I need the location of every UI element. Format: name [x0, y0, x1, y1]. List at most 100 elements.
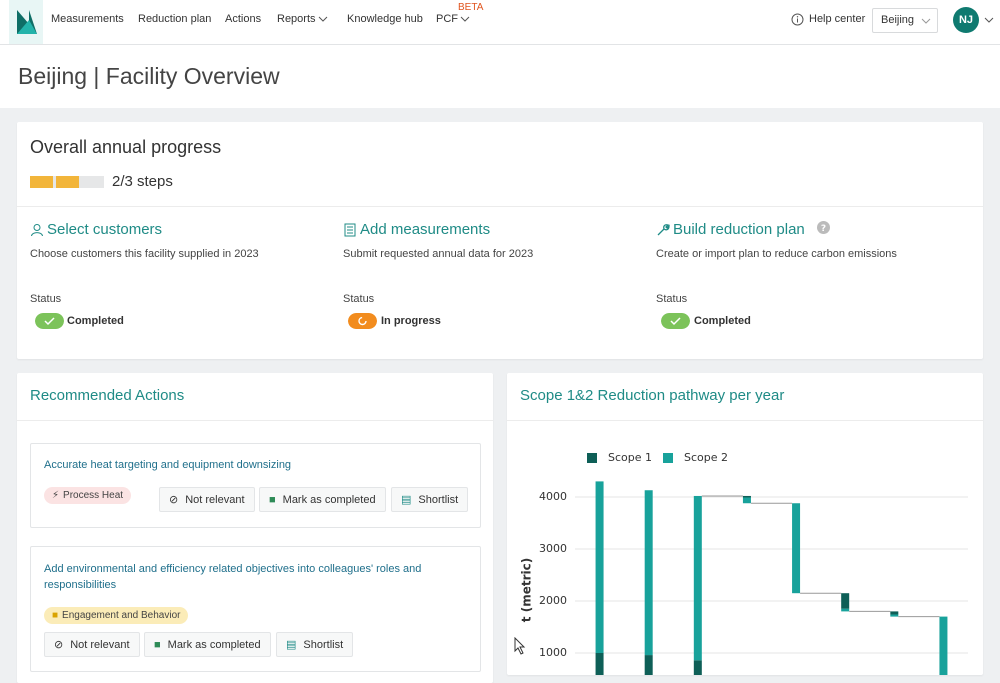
- nav-link[interactable]: Measurements: [51, 13, 124, 25]
- status-progress-icon: [348, 313, 377, 329]
- bar-segment: [890, 614, 899, 617]
- step-description: Choose customers this facility supplied …: [30, 248, 259, 260]
- tag-icon: ■: [52, 610, 59, 621]
- y-tick-label: 3000: [539, 542, 567, 555]
- progress-bar: [30, 176, 104, 188]
- button[interactable]: ▤ Shortlist: [391, 487, 469, 512]
- nav-link[interactable]: Reduction plan: [138, 13, 212, 25]
- button-label: Shortlist: [303, 638, 344, 651]
- y-tick-label: 4000: [539, 490, 567, 503]
- progress-segment: [30, 176, 53, 188]
- divider: [507, 420, 983, 421]
- y-tick-label: 1000: [539, 646, 567, 659]
- bar-segment: [841, 608, 850, 612]
- tag-label: Engagement and Behavior: [62, 610, 181, 621]
- bar-segment: [644, 490, 653, 656]
- status-text: Completed: [694, 315, 751, 327]
- status-completed-icon: [35, 313, 64, 329]
- chevron: [921, 18, 931, 24]
- button-label: Mark as completed: [167, 638, 261, 651]
- y-tick-label: 2000: [539, 594, 567, 607]
- progress-card: Overall annual progress 2/3 steps Select…: [17, 122, 983, 359]
- step-title[interactable]: Build reduction plan: [673, 221, 805, 238]
- action-item: Add environmental and efficiency related…: [30, 546, 481, 672]
- button[interactable]: ■ Mark as completed: [259, 487, 386, 512]
- icon: ▤: [286, 639, 297, 651]
- bar-segment: [742, 495, 751, 498]
- avatar[interactable]: NJ: [953, 7, 979, 33]
- steps-label: 2/3 steps: [112, 173, 173, 190]
- legend-label: Scope 2: [684, 451, 728, 464]
- tag: ⚡ Process Heat: [44, 487, 132, 504]
- status-label: Status: [343, 293, 375, 305]
- bar-segment: [644, 655, 653, 675]
- location-value: Beijing: [881, 14, 915, 26]
- top-nav: Measurements Reduction plan Actions Repo…: [0, 0, 1000, 45]
- icon: ⊘: [169, 494, 179, 506]
- bar-segment: [595, 481, 604, 653]
- bar-segment: [841, 593, 850, 609]
- chart: t (metric) 1000 2000 3000 4000 Scope 1 Scope …: [520, 451, 968, 675]
- button[interactable]: ■ Mark as completed: [144, 632, 271, 657]
- beta-badge: BETA: [458, 2, 484, 13]
- status-label: Status: [30, 293, 62, 305]
- step-description: Create or import plan to reduce carbon e…: [656, 248, 897, 260]
- logo[interactable]: [9, 0, 43, 44]
- button-label: Shortlist: [418, 493, 459, 506]
- actions-card: Recommended Actions Accurate heat target…: [17, 373, 493, 683]
- tag-icon: ⚡: [52, 490, 60, 501]
- bar-segment: [693, 660, 702, 675]
- action-title[interactable]: Accurate heat targeting and equipment do…: [44, 459, 292, 471]
- chevron: [984, 17, 994, 23]
- user-icon: [31, 224, 43, 237]
- bar-segment: [890, 611, 899, 615]
- icon: ■: [269, 493, 276, 506]
- nav-link[interactable]: Reports: [277, 13, 316, 25]
- card-title: Recommended Actions: [30, 387, 185, 404]
- status-text: Completed: [67, 315, 124, 327]
- location-select[interactable]: Beijing: [872, 8, 938, 33]
- button-label: Not relevant: [185, 493, 245, 506]
- button-label: Not relevant: [70, 638, 130, 651]
- step-title[interactable]: Add measurements: [360, 221, 491, 238]
- step-title[interactable]: Select customers: [47, 221, 163, 238]
- y-axis-label: t (metric): [520, 558, 534, 622]
- bar-segment: [595, 653, 604, 675]
- cursor: [514, 637, 526, 655]
- wrench-icon: [657, 224, 670, 236]
- chart-title: Scope 1&2 Reduction pathway per year: [520, 387, 785, 404]
- tag-label: Process Heat: [63, 490, 124, 501]
- bar-segment: [742, 497, 751, 504]
- page-title: Beijing | Facility Overview: [18, 63, 280, 89]
- bar-segment: [939, 616, 948, 675]
- icon: ⊘: [54, 639, 64, 651]
- action-title[interactable]: Add environmental and efficiency related…: [44, 563, 422, 591]
- button[interactable]: ▤ Shortlist: [276, 632, 354, 657]
- button[interactable]: ⊘ Not relevant: [159, 487, 255, 512]
- status-label: Status: [656, 293, 688, 305]
- icon: ▤: [401, 494, 412, 506]
- chevron: [318, 16, 328, 22]
- bar-segment: [792, 503, 801, 594]
- chevron: [460, 16, 470, 22]
- help-link[interactable]: Help center: [809, 13, 866, 25]
- legend-swatch: [663, 453, 673, 463]
- nav-link[interactable]: Knowledge hub: [347, 13, 423, 25]
- status-text: In progress: [381, 315, 441, 327]
- nav-link[interactable]: PCF: [436, 13, 458, 25]
- tag: ■ Engagement and Behavior: [44, 607, 189, 624]
- action-item: Accurate heat targeting and equipment do…: [30, 443, 481, 528]
- divider: [17, 420, 493, 421]
- status-completed-icon: [661, 313, 690, 329]
- help-icon[interactable]: ?: [817, 221, 830, 234]
- button[interactable]: ⊘ Not relevant: [44, 632, 140, 657]
- bar-segment: [693, 495, 702, 661]
- legend-swatch: [587, 453, 597, 463]
- svg-text:?: ?: [821, 224, 826, 234]
- nav-link[interactable]: Actions: [225, 13, 262, 25]
- step-description: Submit requested annual data for 2023: [343, 248, 534, 260]
- info-icon: [791, 13, 804, 26]
- card-title: Overall annual progress: [30, 137, 222, 157]
